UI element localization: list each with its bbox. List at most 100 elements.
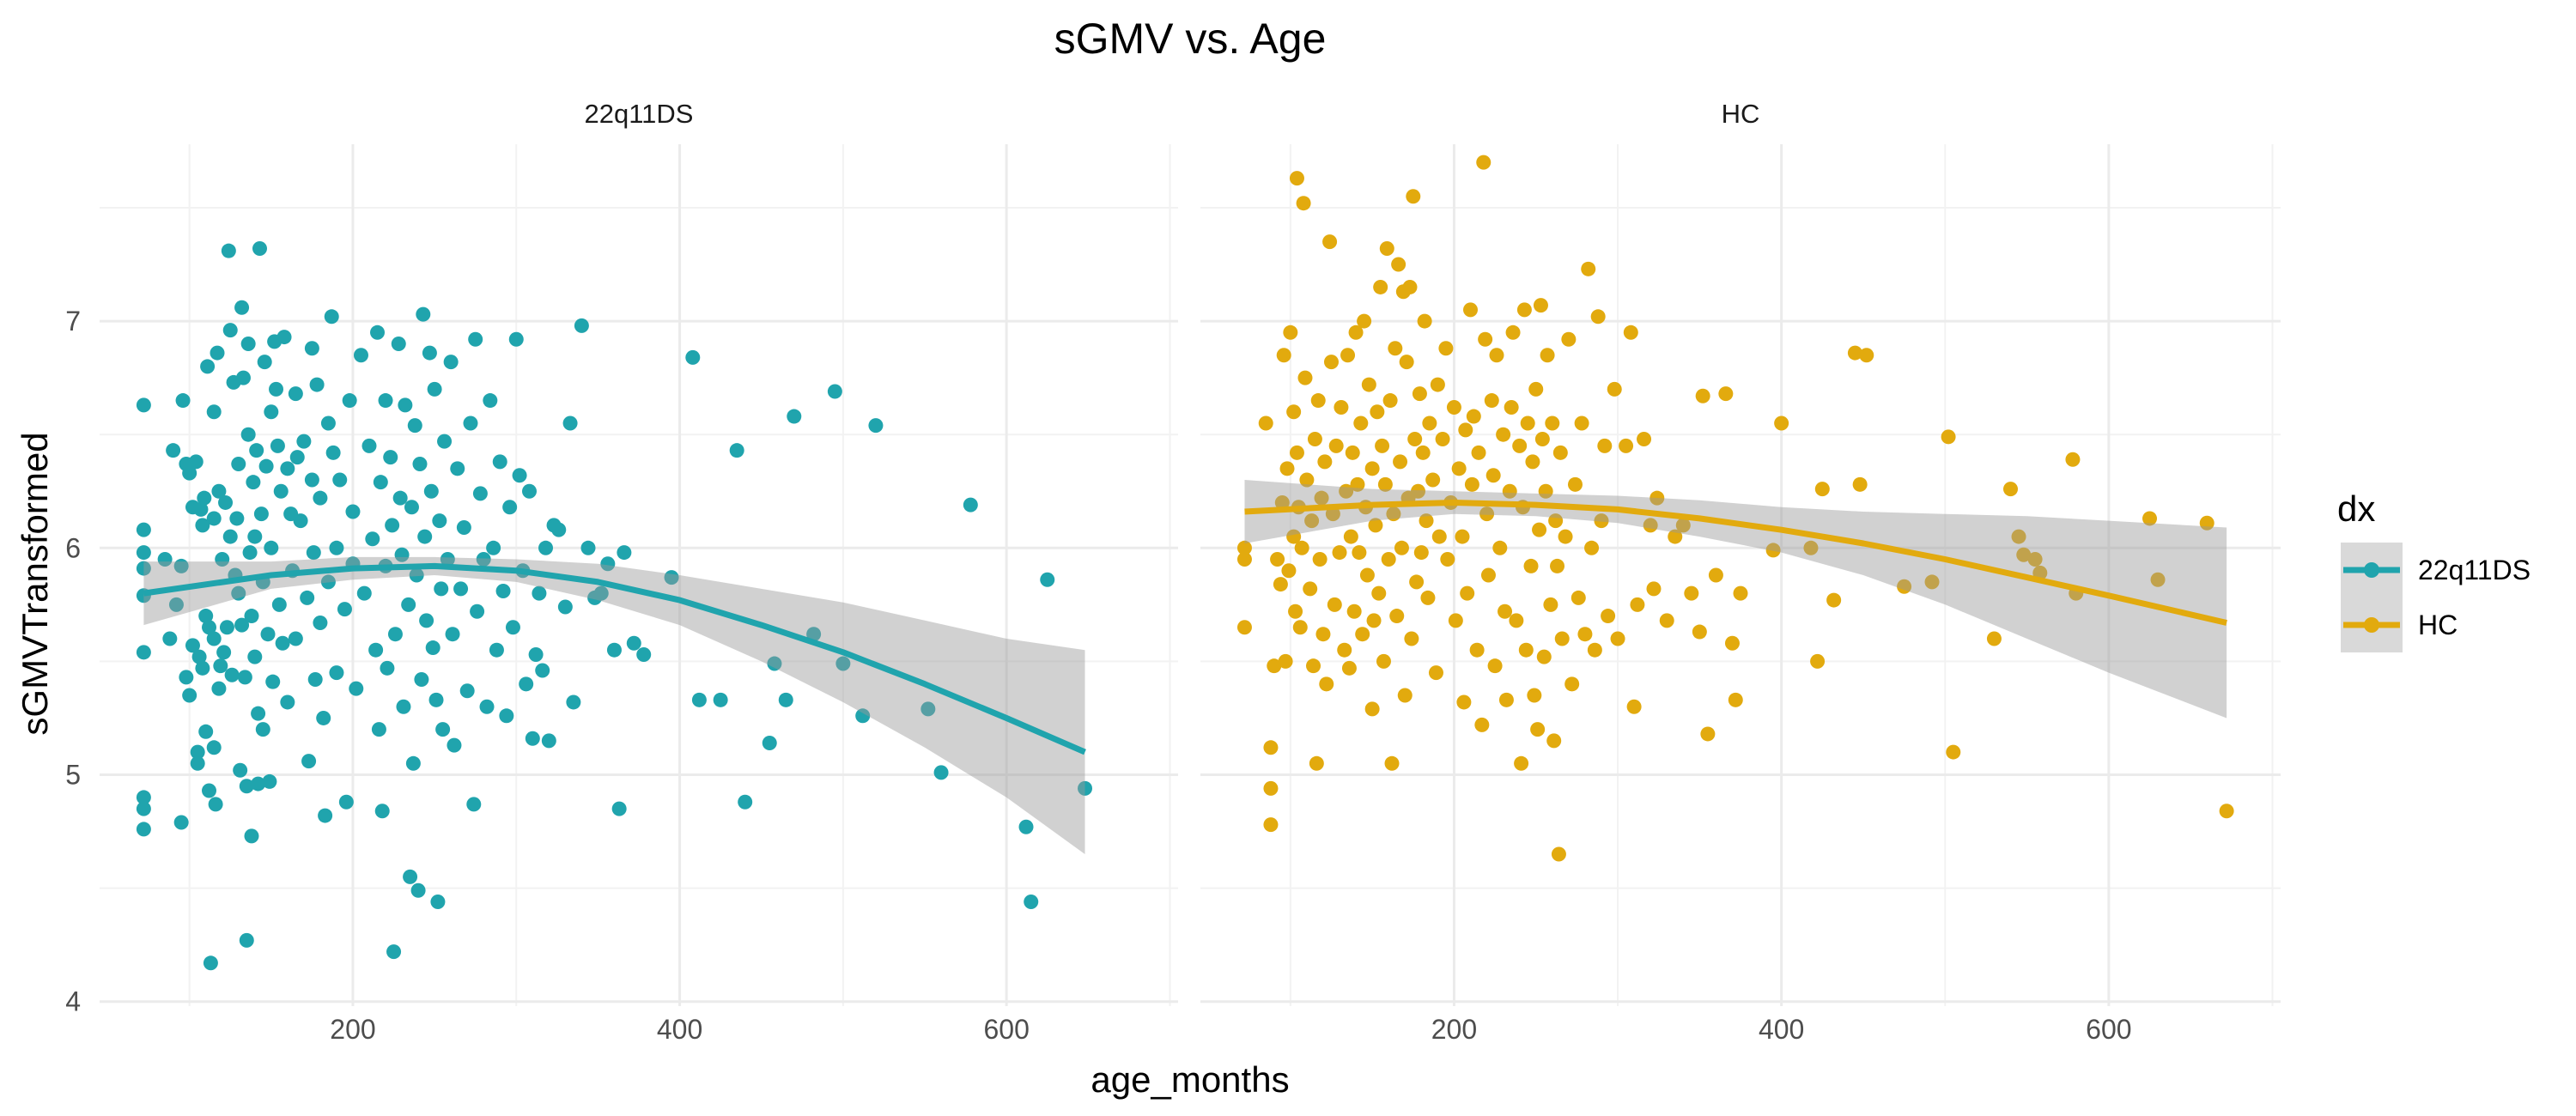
data-point [242,545,258,561]
data-point [211,681,227,696]
data-point [296,434,312,449]
data-point [276,330,292,345]
data-point [1594,513,1609,529]
data-point [1286,404,1302,420]
data-point [827,384,842,399]
data-point [208,797,223,812]
data-point [273,483,289,499]
data-point [1487,658,1503,674]
data-point [1236,620,1252,635]
data-point [1024,894,1039,909]
data-point [1814,482,1830,497]
data-point [229,511,245,526]
data-point [1412,386,1427,402]
data-point [136,645,151,660]
data-point [626,635,641,651]
data-point [1728,692,1743,707]
data-point [778,692,793,707]
data-point [1498,603,1513,619]
data-point [1567,476,1583,492]
data-point [383,450,398,465]
data-point [222,529,238,544]
data-point [1270,552,1285,567]
data-point [1548,513,1564,529]
data-point [179,670,194,685]
data-point [1309,755,1324,771]
data-point [1425,472,1441,488]
data-point [244,828,259,844]
data-point [1278,653,1293,669]
data-point [1584,540,1600,555]
data-point [213,658,228,674]
data-point [1440,552,1455,567]
data-point [1516,302,1532,318]
data-point [1708,567,1723,583]
data-point [1376,653,1391,669]
data-point [349,681,364,696]
data-point [1489,348,1504,363]
data-point [2011,529,2026,544]
data-point [470,603,485,619]
data-point [1281,563,1297,579]
facet-panel-1: HC 200 400 600 [1200,99,2281,1045]
scatter-points [136,241,1093,971]
data-point [288,386,303,402]
data-point [499,708,514,724]
data-point [275,635,290,651]
facet-panel-0: 22q11DS 200 400 600 4 5 6 7 [65,99,1178,1045]
data-point [1626,699,1642,714]
data-point [1274,494,1290,510]
data-point [222,323,238,338]
data-point [332,472,348,488]
data-point [136,790,151,805]
data-point [1307,431,1322,446]
data-point [190,755,205,771]
confidence-ribbon [143,556,1085,854]
data-point [168,597,184,612]
x-tick-label: 600 [983,1014,1029,1045]
data-point [233,762,248,778]
data-point [1407,431,1423,446]
data-point [1306,658,1321,674]
data-point [574,318,589,333]
data-point [337,602,352,617]
data-point [392,490,408,506]
data-point [1382,393,1398,409]
data-point [835,656,851,671]
y-axis-title: sGMVTransformed [15,432,55,735]
data-point [430,894,446,909]
data-point [387,627,403,642]
data-point [1551,846,1566,862]
data-point [1292,620,1308,635]
data-point [512,468,527,483]
data-point [195,660,210,676]
data-point [1571,590,1586,605]
panels-layer: 22q11DS 200 400 600 4 5 6 7 HC 200 400 600 [65,99,2281,1045]
data-point [262,773,277,789]
data-point [265,674,281,689]
data-point [664,570,679,585]
data-point [1498,692,1514,707]
data-point [1289,171,1304,186]
data-point [1765,543,1781,558]
data-point [1386,506,1401,522]
chart-title: sGMV vs. Age [1054,15,1327,63]
data-point [1350,476,1365,492]
data-point [1078,780,1093,796]
data-point [551,522,567,537]
data-point [374,804,390,819]
data-point [197,490,212,506]
x-tick-label: 400 [657,1014,702,1045]
data-point [1337,642,1352,658]
data-point [1420,590,1436,605]
data-point [1263,740,1279,755]
data-point [1505,324,1521,340]
data-point [685,349,701,365]
data-point [203,955,218,971]
data-point [1040,572,1055,587]
data-point [257,355,272,370]
data-point [260,627,276,642]
data-point [1341,660,1357,676]
data-point [1456,694,1472,710]
data-point [787,409,802,424]
